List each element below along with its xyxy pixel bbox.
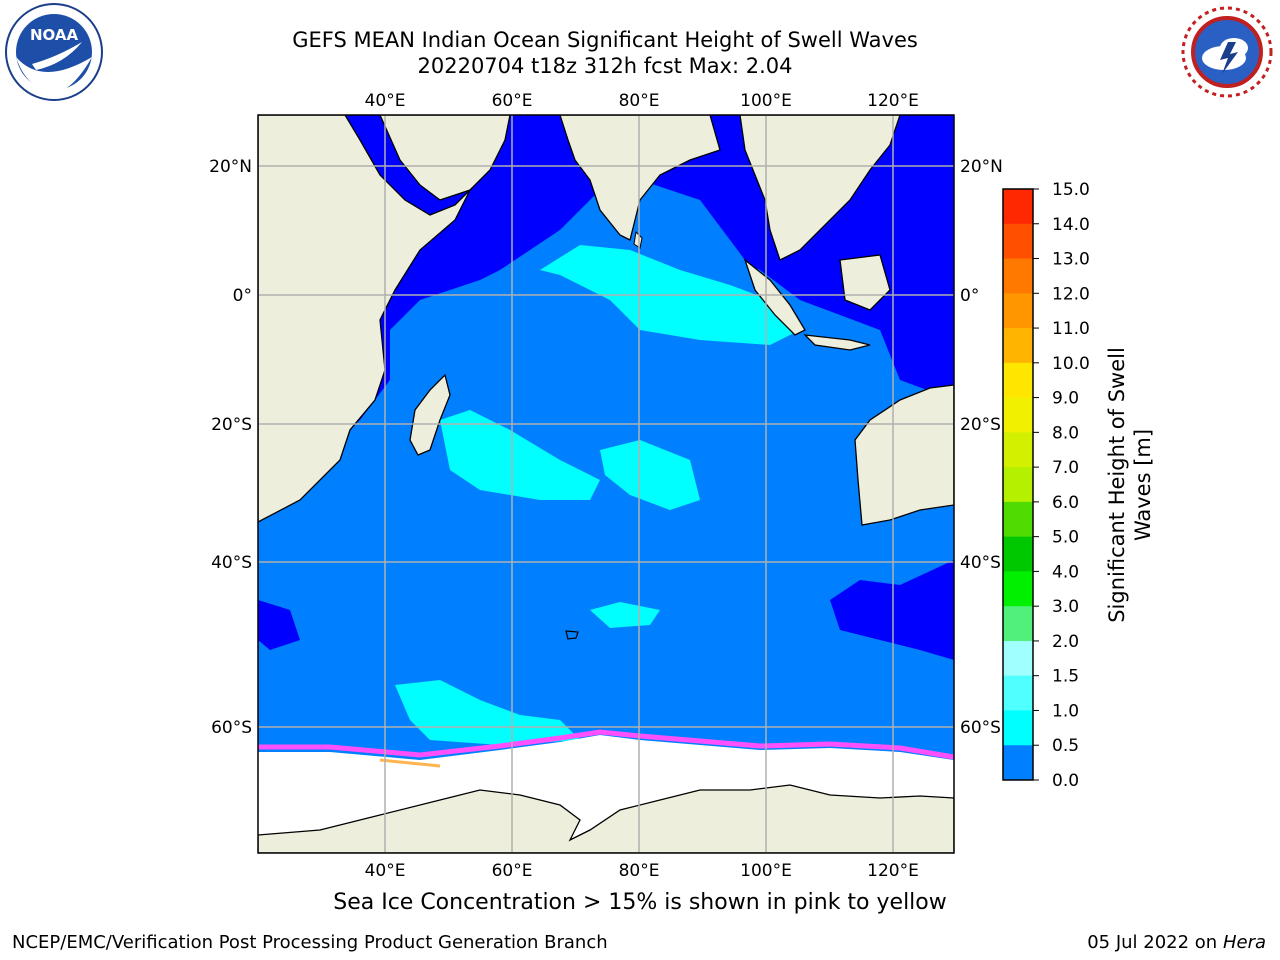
java <box>803 334 871 351</box>
chart-title: GEFS MEAN Indian Ocean Significant Heigh… <box>292 28 918 52</box>
colorbar-label: 15.0 <box>1052 180 1090 200</box>
madagascar <box>409 373 451 456</box>
colorbar-segment <box>1003 571 1033 607</box>
colorbar-label: 0.5 <box>1052 736 1079 756</box>
colorbar-label: 2.0 <box>1052 632 1079 652</box>
lat-tick-right-2: 0° <box>960 286 979 306</box>
lon-tick-top-4: 100°E <box>740 91 792 111</box>
colorbar-title-line1: Significant Height of Swell <box>1105 347 1129 623</box>
colorbar-label: 5.0 <box>1052 528 1079 548</box>
chart-subtitle: 20220704 t18z 312h fcst Max: 2.04 <box>417 54 793 78</box>
map-frame <box>257 114 955 854</box>
lat-tick-left-4: 40°S <box>211 553 252 573</box>
swell-patch-southern-ocean <box>395 680 580 745</box>
lon-tick-top-2: 60°E <box>492 91 533 111</box>
noaa-logo-icon: NOAA <box>5 3 103 101</box>
sri-lanka <box>633 230 643 249</box>
colorbar-segment <box>1003 397 1033 433</box>
kerguelen-island <box>565 630 579 640</box>
colorbar-segment <box>1003 223 1033 260</box>
borneo <box>839 254 891 311</box>
colorbar-segment <box>1003 640 1033 677</box>
colorbar-frame <box>1002 188 1034 781</box>
colorbar-segment <box>1003 432 1033 468</box>
lon-tick-top-1: 40°E <box>365 91 406 111</box>
colorbar-label: 11.0 <box>1052 319 1090 339</box>
colorbar-segment <box>1003 189 1033 225</box>
map-gridlines <box>258 115 954 853</box>
colorbar-label: 4.0 <box>1052 562 1079 582</box>
lon-tick-bottom-1: 40°E <box>365 861 406 881</box>
colorbar-segment <box>1003 536 1033 572</box>
sumatra <box>743 258 806 336</box>
colorbar-segment <box>1003 362 1033 399</box>
colorbar-segment <box>1003 328 1033 364</box>
footer-date-text: 05 Jul 2022 on <box>1087 932 1223 953</box>
antarctica <box>258 784 954 853</box>
lon-tick-bottom-5: 120°E <box>867 861 919 881</box>
svg-text:NOAA: NOAA <box>30 26 79 44</box>
lat-tick-right-5: 60°S <box>960 718 1001 738</box>
lon-tick-bottom-3: 80°E <box>619 861 660 881</box>
colorbar-segment <box>1003 606 1033 642</box>
lat-tick-right-1: 20°N <box>960 157 1003 177</box>
lat-tick-right-3: 20°S <box>960 415 1001 435</box>
swell-patch-south-central <box>440 410 600 500</box>
colorbar-label: 12.0 <box>1052 284 1090 304</box>
colorbar-label: 6.0 <box>1052 493 1079 513</box>
colorbar-segment <box>1003 501 1033 538</box>
colorbar-label: 1.5 <box>1052 667 1079 687</box>
colorbar-label: 0.0 <box>1052 771 1079 791</box>
colorbar-label: 3.0 <box>1052 597 1079 617</box>
lon-tick-bottom-4: 100°E <box>740 861 792 881</box>
australia <box>854 384 954 526</box>
colorbar-segment <box>1003 258 1033 294</box>
footer-credit: NCEP/EMC/Verification Post Processing Pr… <box>12 932 608 953</box>
footer-host: Hera <box>1222 932 1266 953</box>
sea-ice-edge <box>258 729 954 760</box>
low-swell-eastern-south <box>830 560 954 660</box>
sea-ice-edge-yellow <box>379 758 441 768</box>
sea-ice-note: Sea Ice Concentration > 15% is shown in … <box>333 890 947 915</box>
colorbar-label: 9.0 <box>1052 389 1079 409</box>
colorbar-label: 8.0 <box>1052 423 1079 443</box>
lon-tick-top-3: 80°E <box>619 91 660 111</box>
colorbar-segment <box>1003 467 1033 503</box>
swell-patch-south-east <box>600 440 700 510</box>
colorbar-label: 13.0 <box>1052 250 1090 270</box>
colorbar-segment <box>1003 745 1033 781</box>
lon-tick-bottom-2: 60°E <box>492 861 533 881</box>
lat-tick-left-5: 60°S <box>211 718 252 738</box>
colorbar-label: 10.0 <box>1052 354 1090 374</box>
swell-patch-southern <box>590 602 660 628</box>
india <box>559 115 721 241</box>
africa <box>258 115 471 523</box>
colorbar-label: 1.0 <box>1052 701 1079 721</box>
colorbar-label: 7.0 <box>1052 458 1079 478</box>
colorbar-segment <box>1003 293 1033 329</box>
colorbar-segment <box>1003 675 1033 711</box>
lat-tick-left-3: 20°S <box>211 415 252 435</box>
southeast-asia <box>739 115 901 261</box>
lat-tick-left-1: 20°N <box>209 157 252 177</box>
footer-date: 05 Jul 2022 on Hera <box>1087 932 1266 953</box>
colorbar-label: 14.0 <box>1052 215 1090 235</box>
lon-tick-top-5: 120°E <box>867 91 919 111</box>
colorbar: 15.0 14.0 13.0 12.0 11.0 10.0 9.0 8.0 7.0 6.0 5.0 4… <box>1002 180 1090 791</box>
arabia <box>379 115 511 201</box>
low-swell-southwest <box>258 600 300 650</box>
nws-logo-icon <box>1179 4 1275 100</box>
lat-tick-left-2: 0° <box>233 286 252 306</box>
colorbar-segment <box>1003 710 1033 746</box>
lat-tick-right-4: 40°S <box>960 553 1001 573</box>
colorbar-title-line2: Waves [m] <box>1131 429 1155 541</box>
